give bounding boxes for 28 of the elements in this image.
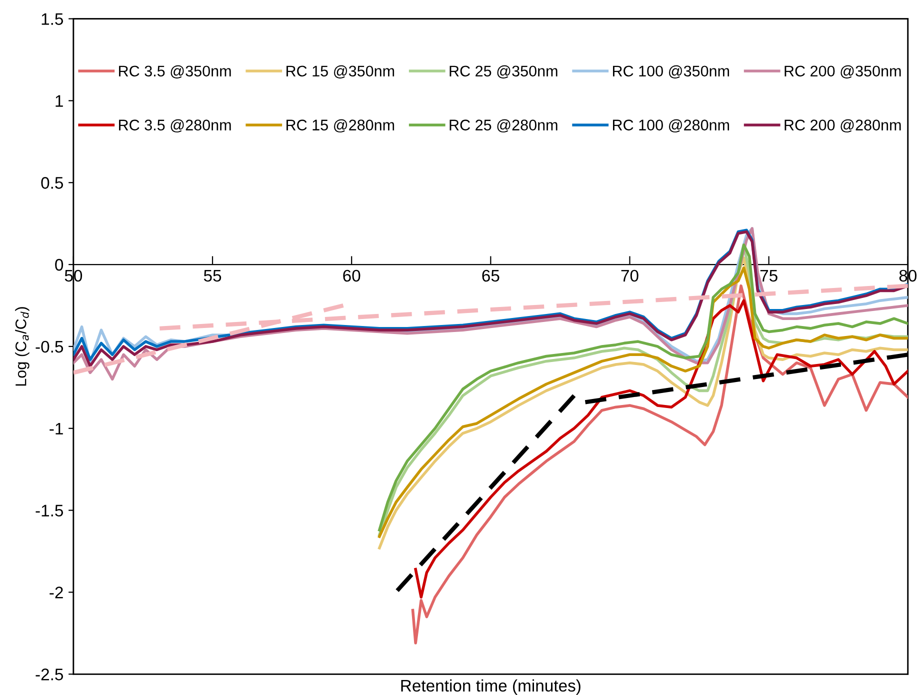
x-axis-title: Retention time (minutes): [401, 679, 580, 695]
legend-label: RC 3.5 @350nm: [119, 65, 231, 78]
y-tick-label: -0.5: [36, 340, 64, 353]
legend-label: RC 200 @350nm: [784, 65, 901, 78]
y-tick-label: -1: [50, 422, 63, 434]
y-tick-label: 1: [56, 95, 63, 107]
x-tick-label: 60: [343, 270, 360, 282]
y-axis-title: Log (C$_{a}$/C$_{d}$): [15, 307, 30, 386]
y-tick-label: 1.5: [42, 13, 64, 25]
y-tick-label: -2.5: [36, 668, 64, 680]
x-tick-label: 65: [482, 270, 500, 282]
y-tick-label: 0.5: [41, 177, 64, 189]
line-series: [414, 299, 908, 599]
legend-label: RC 100 @280nm: [613, 119, 730, 132]
x-tick-label: 55: [204, 270, 222, 282]
line-series: [411, 284, 908, 644]
y-tick-label: -2: [50, 586, 63, 598]
y-tick-label: 0: [55, 258, 64, 271]
legend-label: RC 25 @280nm: [450, 119, 558, 132]
legend-label: RC 3.5 @280nm: [119, 119, 231, 132]
x-tick-label: 75: [760, 270, 778, 282]
legend-label: RC 15 @280nm: [286, 119, 394, 132]
y-tick-label: -1.5: [36, 504, 64, 517]
x-tick-label: 70: [621, 270, 638, 282]
legend-label: RC 200 @280nm: [784, 119, 901, 132]
legend-label: RC 15 @350nm: [286, 65, 394, 78]
legend-label: RC 25 @350nm: [450, 65, 558, 78]
legend-label: RC 100 @350nm: [613, 65, 730, 78]
